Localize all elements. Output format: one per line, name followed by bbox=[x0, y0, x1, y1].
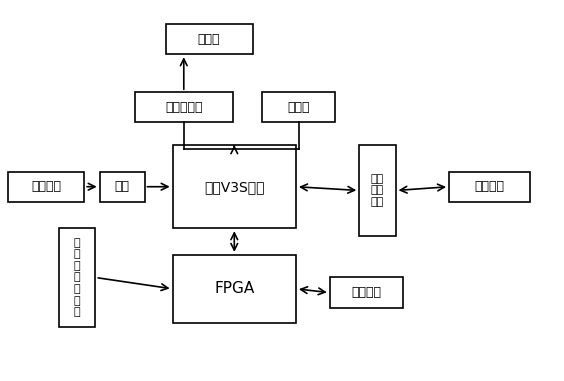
Text: FPGA: FPGA bbox=[214, 281, 254, 296]
Bar bbox=[359, 145, 396, 236]
Bar bbox=[100, 171, 144, 202]
Bar bbox=[173, 255, 296, 323]
Text: 移动设备: 移动设备 bbox=[475, 180, 505, 193]
Text: 音频解码器: 音频解码器 bbox=[165, 101, 202, 114]
Text: 无线
网络
模块: 无线 网络 模块 bbox=[371, 174, 384, 207]
Bar bbox=[135, 92, 233, 122]
Bar bbox=[173, 145, 296, 228]
Text: 扬声器: 扬声器 bbox=[198, 33, 221, 46]
Text: 爆闪灯: 爆闪灯 bbox=[288, 101, 310, 114]
Text: 开关: 开关 bbox=[114, 180, 130, 193]
Bar bbox=[8, 171, 84, 202]
Bar bbox=[59, 228, 95, 327]
Bar bbox=[330, 277, 403, 308]
Bar bbox=[449, 171, 530, 202]
Text: 麦
克
风
阵
列
模
块: 麦 克 风 阵 列 模 块 bbox=[74, 238, 81, 317]
Text: 全志V3S主板: 全志V3S主板 bbox=[204, 180, 265, 194]
Bar bbox=[262, 92, 336, 122]
Bar bbox=[166, 24, 253, 54]
Text: 储存模块: 储存模块 bbox=[351, 286, 381, 299]
Text: 电源模块: 电源模块 bbox=[31, 180, 61, 193]
